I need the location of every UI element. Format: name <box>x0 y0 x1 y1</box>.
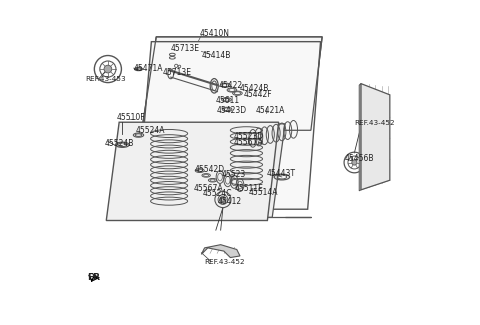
Text: 45424B: 45424B <box>240 84 269 93</box>
Polygon shape <box>359 84 361 191</box>
Polygon shape <box>108 124 285 217</box>
Text: 45421A: 45421A <box>256 107 286 115</box>
Text: 45412: 45412 <box>217 197 241 206</box>
Text: 45514A: 45514A <box>249 188 278 197</box>
Text: 45423D: 45423D <box>217 107 247 115</box>
Circle shape <box>352 160 357 165</box>
Text: 45524A: 45524A <box>135 126 165 135</box>
Text: 45510F: 45510F <box>117 113 145 122</box>
Text: 45567A: 45567A <box>193 184 223 193</box>
Text: 45523D: 45523D <box>234 132 264 141</box>
Text: REF.43-452: REF.43-452 <box>354 120 395 126</box>
Polygon shape <box>137 42 321 209</box>
Text: FR: FR <box>87 273 100 282</box>
Text: 45410N: 45410N <box>200 29 230 38</box>
Polygon shape <box>106 122 279 220</box>
Text: 45471A: 45471A <box>133 64 163 72</box>
Polygon shape <box>142 37 322 130</box>
Text: 45524B: 45524B <box>105 139 134 148</box>
Text: 45523: 45523 <box>221 170 246 179</box>
Text: 45456B: 45456B <box>345 154 374 163</box>
Text: REF.43-452: REF.43-452 <box>204 259 245 265</box>
Text: 45443T: 45443T <box>267 169 296 178</box>
Text: 45567A: 45567A <box>234 138 263 147</box>
Text: 45422: 45422 <box>219 81 243 90</box>
Polygon shape <box>361 84 390 190</box>
Text: 45713E: 45713E <box>163 69 192 77</box>
Circle shape <box>104 65 112 73</box>
Polygon shape <box>201 245 240 257</box>
Text: REF.43-453: REF.43-453 <box>85 76 126 82</box>
Text: 45524C: 45524C <box>202 189 232 198</box>
Text: 45511E: 45511E <box>234 184 263 193</box>
Polygon shape <box>108 130 142 217</box>
Text: 45542D: 45542D <box>194 165 224 175</box>
Text: 45713E: 45713E <box>171 44 200 53</box>
Text: 45414B: 45414B <box>201 51 231 60</box>
Text: 45442F: 45442F <box>243 90 272 99</box>
Text: 45611: 45611 <box>216 96 240 105</box>
